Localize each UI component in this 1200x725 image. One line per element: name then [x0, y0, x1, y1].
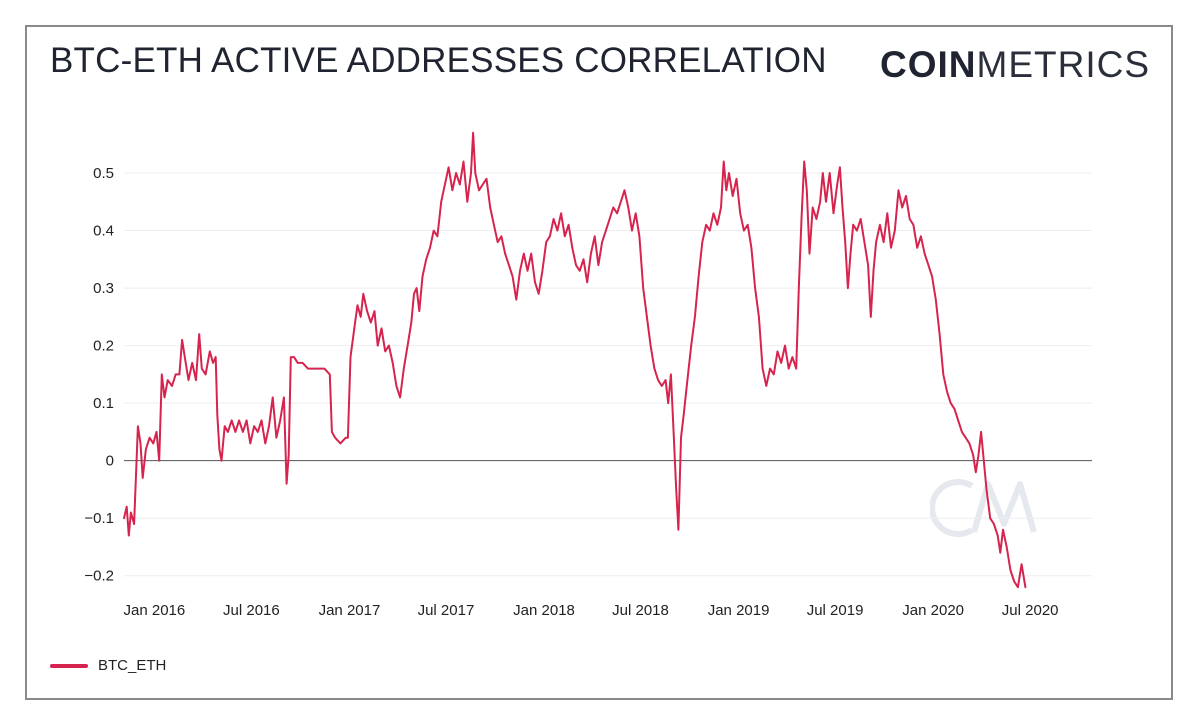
- y-tick-label: −0.2: [84, 568, 114, 585]
- x-tick-label: Jul 2017: [418, 602, 475, 619]
- legend-swatch-btc-eth: [50, 663, 88, 668]
- y-tick-label: 0.5: [93, 165, 114, 182]
- axis-layer: −0.2 −0.1 0 0.1 0.2 0.3 0.4 0.5 Jan 2016 Jul 2016…: [84, 165, 1058, 619]
- logo-bold-text: COIN: [880, 44, 977, 85]
- legend[interactable]: BTC_ETH: [50, 657, 166, 674]
- x-tick-label: Jul 2020: [1002, 602, 1059, 619]
- x-tick-label: Jul 2018: [612, 602, 669, 619]
- x-tick-label: Jul 2016: [223, 602, 280, 619]
- x-tick-label: Jan 2018: [513, 602, 575, 619]
- x-tick-label: Jan 2019: [708, 602, 770, 619]
- y-tick-label: 0.2: [93, 338, 114, 355]
- x-tick-label: Jan 2020: [902, 602, 964, 619]
- x-tick-label: Jul 2019: [807, 602, 864, 619]
- series-line-btc-eth: [123, 131, 1027, 589]
- legend-label-btc-eth: BTC_ETH: [98, 657, 167, 674]
- y-tick-label: 0.4: [93, 223, 114, 240]
- x-tick-label: Jan 2016: [124, 602, 186, 619]
- cm-watermark-icon: [930, 479, 1037, 537]
- coinmetrics-logo: COINMETRICS: [880, 44, 1150, 86]
- series-layer: [123, 131, 1027, 589]
- chart-title: BTC-ETH ACTIVE ADDRESSES CORRELATION: [50, 41, 827, 80]
- y-tick-label: 0: [106, 453, 114, 470]
- x-tick-label: Jan 2017: [319, 602, 381, 619]
- y-tick-label: 0.3: [93, 280, 114, 297]
- y-tick-label: −0.1: [84, 510, 114, 527]
- logo-light-text: METRICS: [976, 44, 1150, 85]
- y-tick-label: 0.1: [93, 395, 114, 412]
- grid-layer: [124, 172, 1092, 577]
